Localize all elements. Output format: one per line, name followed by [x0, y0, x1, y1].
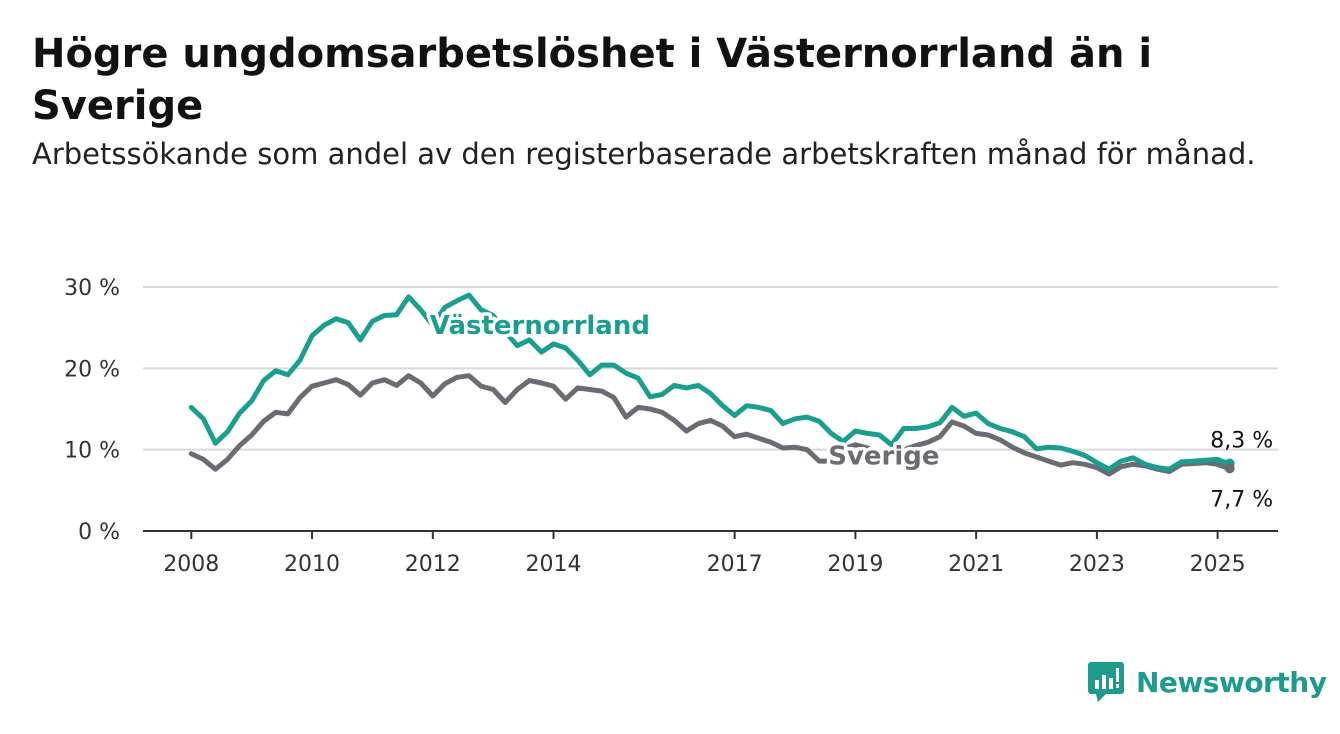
y-axis: 0 % 10 % 20 % 30 % [64, 276, 120, 545]
gridlines [143, 286, 1278, 451]
series-labels: Västernorrland Sverige 8,3 % 7,7 % [426, 308, 1273, 513]
x-tick-label: 2023 [1069, 552, 1125, 577]
line-chart: 0 % 10 % 20 % 30 % 2008 2010 2012 2014 2017 2019… [64, 276, 1278, 577]
series-line [188, 292, 1233, 472]
series-name-label: Sverige [828, 441, 939, 471]
series-end-point [1224, 463, 1235, 474]
brand-name: Newsworthy [1136, 665, 1327, 699]
series-name-label: Västernorrland [430, 311, 650, 341]
x-axis: 2008 2010 2012 2014 2017 2019 2021 2023 2025 [143, 530, 1278, 577]
y-tick-label: 10 % [64, 439, 120, 464]
x-tick-label: 2019 [827, 552, 883, 577]
end-value-label: 7,7 % [1210, 487, 1273, 512]
y-tick-label: 0 % [78, 520, 120, 545]
brand-logo: Newsworthy [1088, 660, 1327, 704]
series-line [188, 373, 1233, 477]
end-value-label: 8,3 % [1210, 428, 1273, 453]
chart-title: Högre ungdomsarbetslöshet i Västernorrla… [32, 31, 1153, 129]
x-tick-label: 2017 [707, 552, 763, 577]
x-tick-label: 2008 [163, 552, 219, 577]
x-tick-label: 2025 [1190, 552, 1246, 577]
chart-subtitle: Arbetssökande som andel av den registerb… [32, 137, 1256, 171]
x-tick-label: 2021 [948, 552, 1004, 577]
x-tick-label: 2012 [405, 552, 461, 577]
y-tick-label: 20 % [64, 357, 120, 382]
y-tick-label: 30 % [64, 276, 120, 301]
x-tick-label: 2014 [526, 552, 582, 577]
x-tick-label: 2010 [284, 552, 340, 577]
series-lines [188, 292, 1235, 477]
bar-chart-icon [1088, 662, 1124, 702]
